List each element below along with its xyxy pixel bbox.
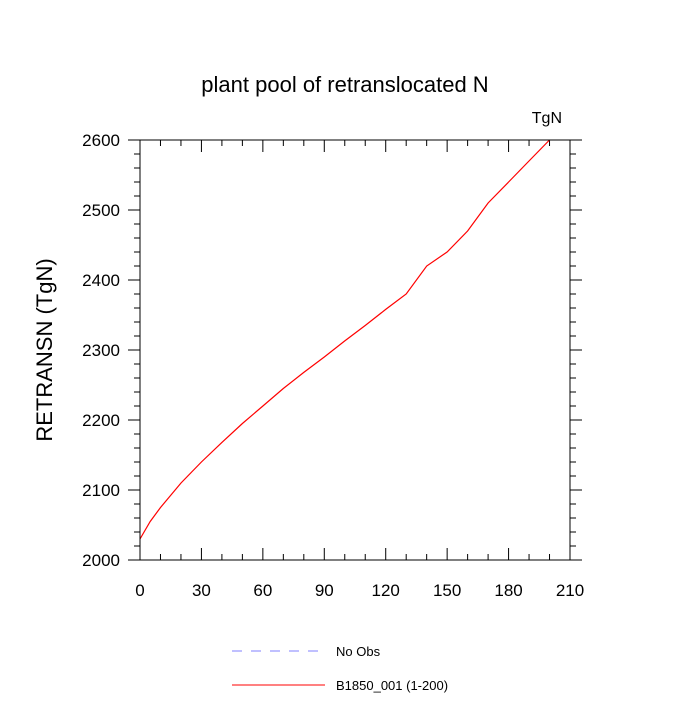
y-tick-label: 2200: [82, 411, 120, 430]
axis-ticks: [128, 139, 582, 561]
legend-label-0: No Obs: [336, 644, 381, 659]
y-tick-label: 2300: [82, 341, 120, 360]
x-tick-label: 30: [192, 581, 211, 600]
x-tick-label: 120: [372, 581, 400, 600]
y-tick-label: 2600: [82, 131, 120, 150]
legend: No Obs B1850_001 (1-200): [232, 644, 448, 693]
x-tick-label: 90: [315, 581, 334, 600]
legend-label-1: B1850_001 (1-200): [336, 678, 448, 693]
y-tick-label: 2100: [82, 481, 120, 500]
y-tick-label: 2000: [82, 551, 120, 570]
plot-frame: [139, 139, 571, 561]
series-lines: [139, 139, 550, 540]
x-tick-label: 210: [556, 581, 584, 600]
series-line-1: [139, 139, 550, 540]
axis-tick-labels: 0 30 60 90 120 150 180 210 2000 2100 2200 2300 2400 2…: [82, 131, 584, 600]
x-tick-label: 0: [135, 581, 144, 600]
chart-title: plant pool of retranslocated N: [201, 72, 488, 97]
x-tick-label: 60: [253, 581, 272, 600]
y-axis-label: RETRANSN (TgN): [32, 258, 57, 441]
units-label: TgN: [532, 110, 562, 127]
x-tick-label: 150: [433, 581, 461, 600]
x-tick-label: 180: [494, 581, 522, 600]
y-tick-label: 2500: [82, 201, 120, 220]
y-tick-label: 2400: [82, 271, 120, 290]
